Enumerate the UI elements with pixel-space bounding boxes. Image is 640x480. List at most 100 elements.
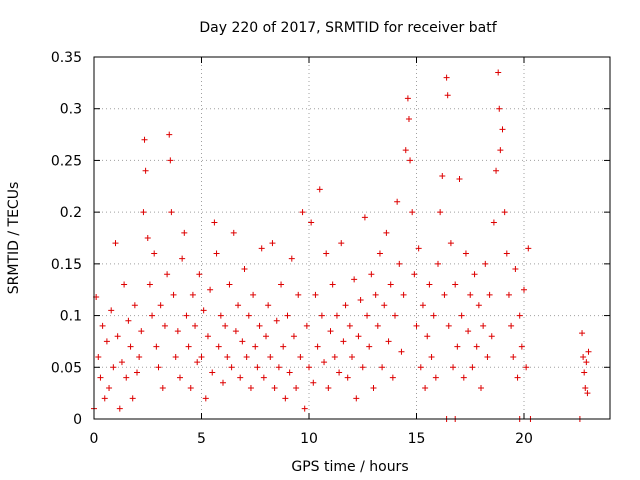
- data-point: [495, 69, 502, 76]
- data-point: [351, 276, 358, 283]
- data-point: [331, 353, 338, 360]
- data-point: [153, 343, 160, 350]
- data-point: [241, 266, 248, 273]
- data-point: [417, 364, 424, 371]
- data-point: [164, 271, 171, 278]
- data-point: [306, 364, 312, 371]
- data-point: [269, 240, 276, 247]
- data-point: [97, 374, 104, 381]
- data-point: [379, 364, 386, 371]
- data-point: [114, 333, 121, 340]
- data-point: [394, 198, 401, 205]
- data-point: [480, 322, 487, 329]
- data-point: [376, 250, 383, 257]
- data-point: [226, 281, 233, 288]
- data-point: [316, 186, 323, 193]
- data-point: [140, 209, 147, 216]
- y-tick-labels: 0 0.05 0.1 0.15 0.2 0.25 0.3 0.35: [51, 50, 82, 428]
- data-point: [252, 343, 259, 350]
- data-point: [275, 364, 282, 371]
- data-point: [192, 322, 199, 329]
- data-point: [525, 245, 532, 252]
- grid-lines: [94, 57, 610, 419]
- data-point: [404, 95, 411, 102]
- data-point: [250, 291, 257, 298]
- data-point: [217, 312, 224, 319]
- data-point: [516, 312, 523, 319]
- data-point: [454, 343, 461, 350]
- y-tick-label: 0: [73, 412, 82, 428]
- data-point: [579, 330, 586, 337]
- data-point: [465, 328, 472, 335]
- data-point: [116, 405, 123, 412]
- data-point: [220, 379, 226, 386]
- data-point: [510, 353, 517, 360]
- data-point: [141, 136, 148, 143]
- axis-ticks: [93, 56, 610, 420]
- data-point: [336, 369, 343, 376]
- data-point: [327, 328, 334, 335]
- data-point: [501, 209, 508, 216]
- x-tick-label: 10: [300, 431, 318, 447]
- data-point: [353, 395, 360, 402]
- data-point: [179, 255, 186, 262]
- data-point: [407, 157, 414, 164]
- data-point: [237, 374, 244, 381]
- data-point: [585, 348, 592, 355]
- data-point: [467, 291, 474, 298]
- data-point: [400, 291, 407, 298]
- data-point: [318, 312, 325, 319]
- data-point: [194, 359, 201, 366]
- data-point: [437, 209, 444, 216]
- data-point: [383, 229, 390, 236]
- data-point: [310, 379, 317, 386]
- data-point: [340, 338, 347, 345]
- data-point: [131, 302, 138, 309]
- data-point: [284, 312, 291, 319]
- data-point: [121, 281, 128, 288]
- data-point: [207, 286, 214, 293]
- data-point: [185, 343, 192, 350]
- data-point: [355, 333, 362, 340]
- data-point: [213, 250, 220, 257]
- data-point: [484, 353, 491, 360]
- data-point: [271, 384, 278, 391]
- data-point: [134, 369, 140, 376]
- data-point: [441, 291, 448, 298]
- data-point: [415, 245, 422, 252]
- data-point: [346, 322, 353, 329]
- data-point: [167, 157, 174, 164]
- data-point: [200, 307, 207, 314]
- data-point: [299, 209, 306, 216]
- data-point: [396, 260, 403, 267]
- data-point: [366, 343, 373, 350]
- x-tick-label: 5: [197, 431, 206, 447]
- y-tick-label: 0.1: [60, 309, 82, 325]
- data-point: [402, 147, 409, 154]
- data-point: [450, 364, 457, 371]
- data-point: [428, 353, 435, 360]
- data-point: [215, 343, 222, 350]
- data-point: [303, 322, 310, 329]
- data-point: [493, 167, 500, 174]
- data-point: [172, 353, 179, 360]
- data-point: [478, 384, 484, 391]
- data-point: [187, 384, 194, 391]
- data-point: [239, 338, 246, 345]
- data-point: [118, 359, 125, 366]
- data-point: [392, 312, 398, 319]
- data-point: [508, 322, 515, 329]
- data-point: [278, 281, 285, 288]
- data-point: [389, 374, 396, 381]
- data-point: [308, 219, 315, 226]
- data-point: [409, 209, 416, 216]
- data-point: [189, 291, 196, 298]
- data-point: [209, 369, 216, 376]
- data-point: [580, 353, 587, 360]
- data-point: [419, 302, 426, 309]
- data-point: [267, 353, 274, 360]
- data-point: [288, 255, 295, 262]
- data-point: [521, 286, 527, 293]
- data-point: [123, 374, 130, 381]
